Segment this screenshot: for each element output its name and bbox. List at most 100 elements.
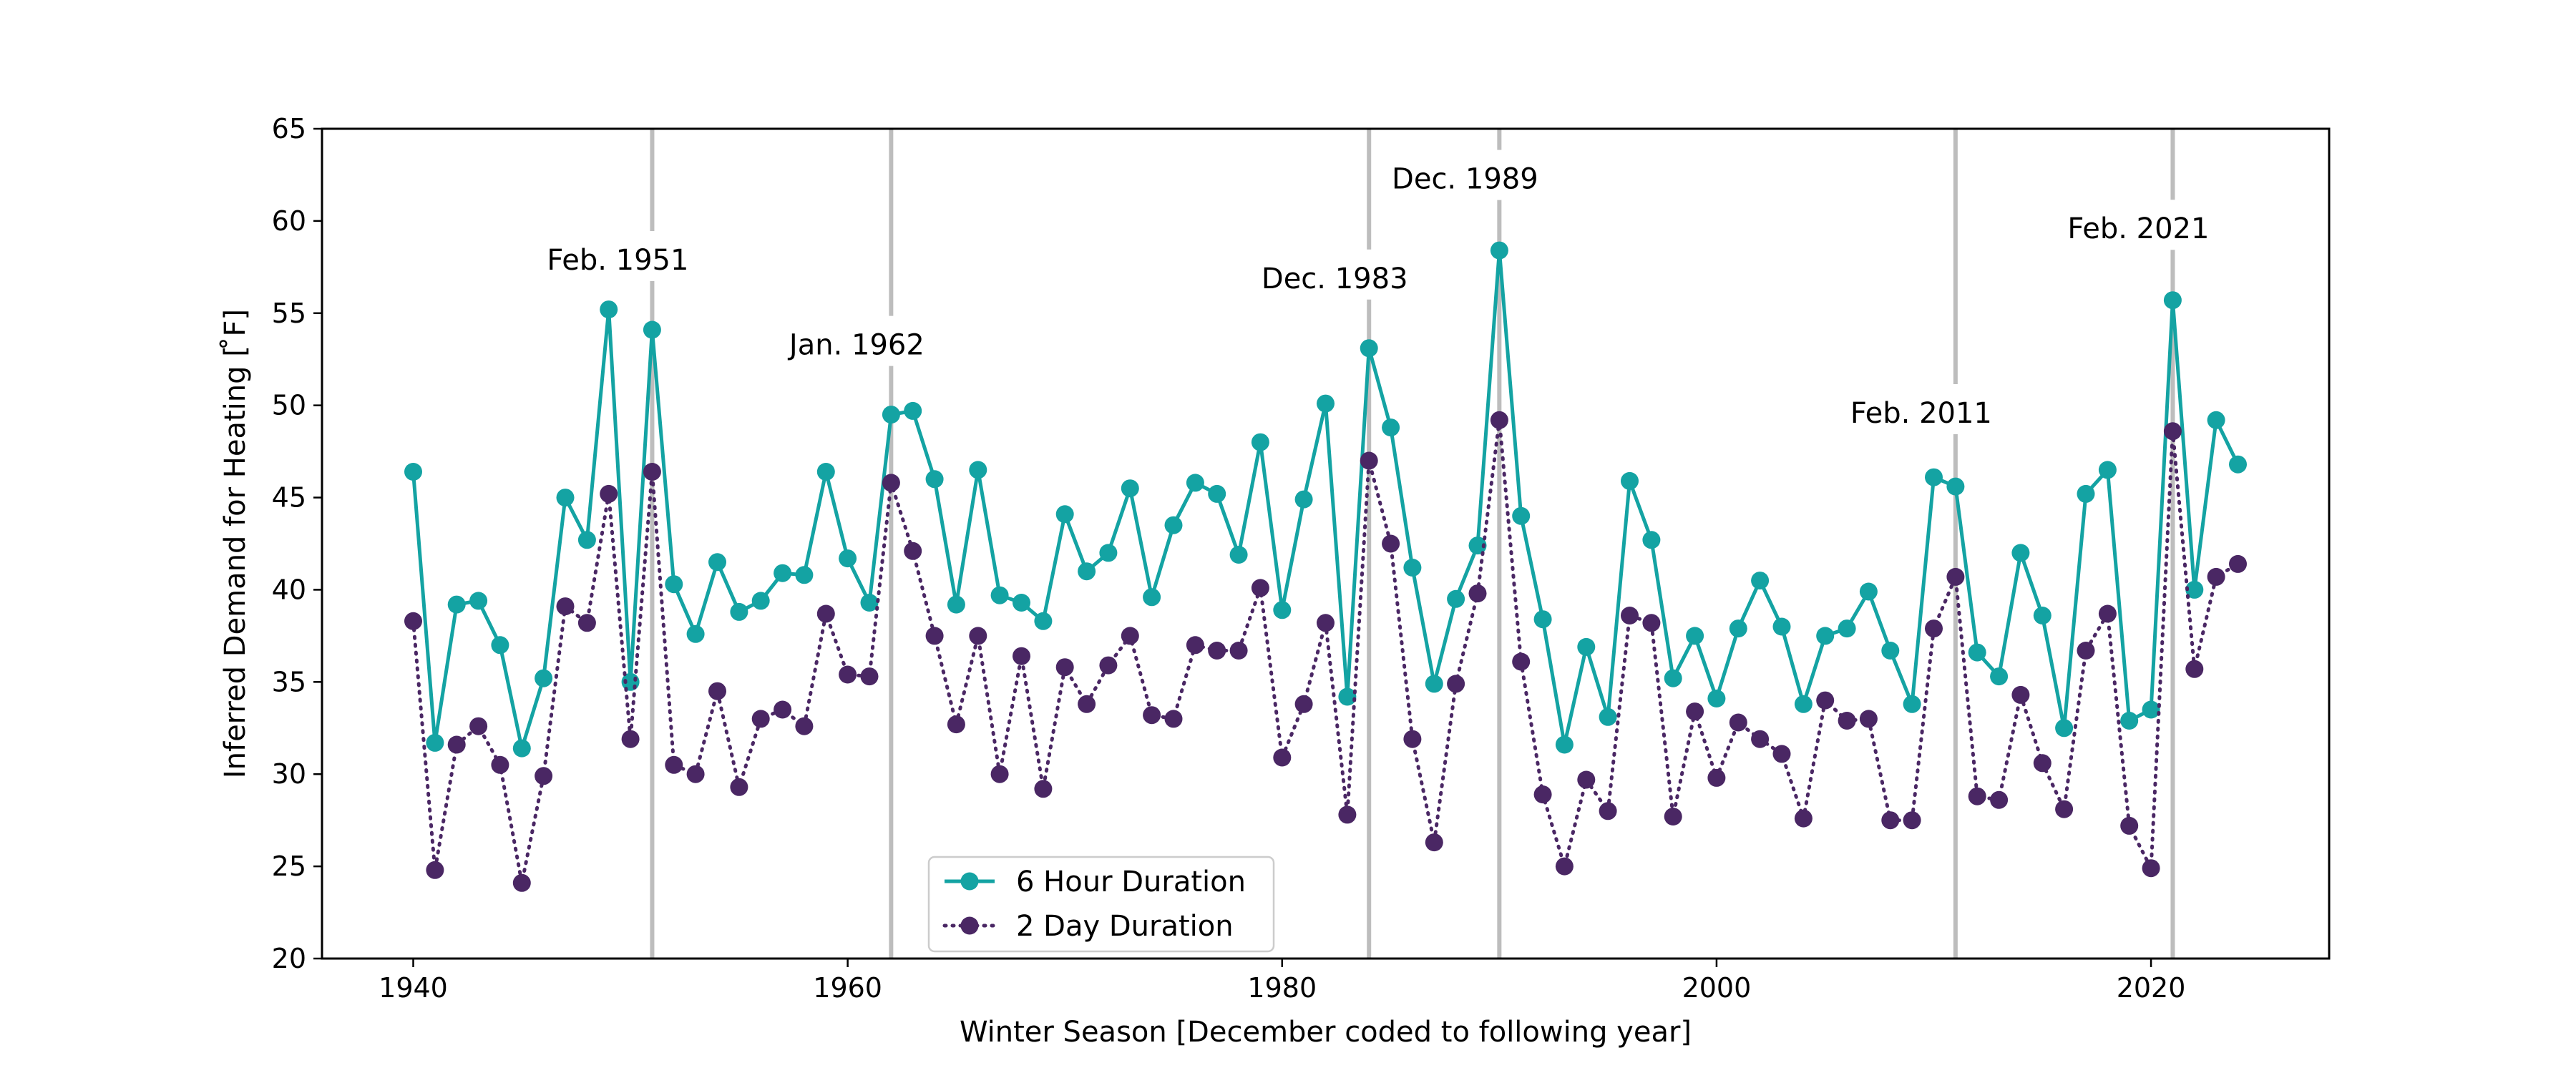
plot-frame: [321, 127, 2331, 960]
data-point: [1794, 695, 1813, 713]
data-point: [990, 765, 1009, 783]
data-point: [469, 717, 488, 735]
data-point: [1382, 418, 1400, 437]
data-point: [751, 710, 770, 728]
data-point: [535, 767, 553, 785]
data-point: [1013, 594, 1030, 612]
y-axis-ticks: 20 25 30 35 40 45 50 55 60 65: [272, 113, 322, 974]
data-point: [1772, 745, 1791, 763]
data-point: [2142, 859, 2160, 878]
data-point: [1468, 584, 1487, 603]
event-label: Feb. 2021: [2067, 212, 2209, 245]
data-point: [1707, 690, 1726, 707]
data-point: [621, 730, 640, 748]
data-point: [1599, 707, 1617, 726]
data-point: [708, 682, 726, 700]
data-point: [1881, 811, 1900, 830]
data-point: [990, 586, 1009, 604]
data-point: [839, 665, 857, 684]
data-point: [1360, 451, 1378, 470]
data-point: [947, 715, 965, 734]
data-point: [1881, 642, 1900, 660]
data-point: [1251, 433, 1269, 451]
data-point: [577, 614, 596, 632]
data-point: [2055, 800, 2074, 818]
data-point: [1533, 785, 1552, 804]
x-axis-label: Winter Season [December coded to followi…: [960, 1016, 1692, 1049]
event-label: Feb. 1951: [547, 244, 688, 277]
data-point: [1838, 619, 1856, 638]
data-point: [1251, 579, 1269, 597]
data-point: [600, 484, 618, 503]
data-point: [2207, 411, 2225, 429]
data-point: [1577, 637, 1596, 656]
data-point: [1013, 647, 1030, 665]
event-labels: Feb. 1951 Jan. 1962 Dec. 1983 Dec. 1989 Feb.…: [547, 163, 2209, 430]
data-point: [774, 700, 792, 719]
data-point: [925, 627, 944, 645]
data-point: [2185, 580, 2204, 599]
data-point: [1055, 658, 1074, 677]
series-line: [411, 248, 2240, 750]
data-point: [1664, 808, 1682, 825]
legend-box: [927, 856, 1275, 953]
data-point: [1990, 667, 2009, 686]
data-point: [839, 549, 857, 568]
data-point: [1317, 394, 1335, 413]
data-point: [1121, 479, 1139, 498]
data-point: [2163, 291, 2182, 310]
data-point: [730, 778, 748, 796]
data-point: [426, 733, 444, 752]
data-point: [556, 597, 575, 616]
data-point: [1143, 706, 1161, 725]
data-point: [1816, 627, 1835, 645]
data-point: [1925, 619, 1943, 638]
data-point: [1208, 642, 1226, 660]
data-point: [1555, 735, 1574, 754]
data-point: [1686, 702, 1704, 721]
data-point: [1946, 477, 1965, 496]
data-point: [1186, 636, 1204, 655]
data-point: [2142, 700, 2160, 719]
data-point: [1186, 474, 1204, 492]
data-point: [795, 566, 814, 584]
data-point: [1555, 857, 1574, 876]
data-point: [1273, 601, 1292, 619]
data-point: [556, 489, 575, 507]
data-point: [1490, 241, 1508, 260]
data-point: [1294, 695, 1313, 713]
y-tick-label: 45: [272, 482, 306, 514]
data-point: [1382, 534, 1400, 553]
data-point: [816, 604, 835, 623]
data-point: [708, 553, 726, 572]
series-two-day: [404, 411, 2247, 892]
y-tick-label: 55: [272, 298, 306, 329]
data-point: [1078, 562, 1096, 581]
data-point: [600, 300, 618, 319]
data-point: [447, 735, 466, 754]
data-point: [686, 624, 705, 643]
event-lines: [650, 129, 2175, 959]
series-layer: [404, 241, 2247, 892]
data-point: [426, 861, 444, 879]
data-point: [1229, 546, 1248, 564]
x-tick-label: 2020: [2117, 972, 2186, 1004]
data-point: [1512, 506, 1531, 525]
series-line: [411, 418, 2240, 885]
y-tick-label: 50: [272, 390, 306, 421]
data-point: [1642, 531, 1661, 549]
data-point: [1078, 695, 1096, 713]
data-point: [860, 594, 879, 612]
data-point: [969, 627, 987, 645]
legend-label: 6 Hour Duration: [1016, 866, 1246, 898]
data-point: [643, 463, 661, 481]
data-point: [1686, 627, 1704, 645]
series-six-hour: [404, 241, 2247, 758]
x-tick-label: 1960: [813, 972, 882, 1004]
data-point: [1751, 572, 1770, 590]
data-point: [1621, 471, 1639, 490]
data-point: [2185, 660, 2204, 678]
data-point: [1707, 768, 1726, 787]
data-point: [512, 873, 531, 892]
y-tick-label: 60: [272, 205, 306, 237]
